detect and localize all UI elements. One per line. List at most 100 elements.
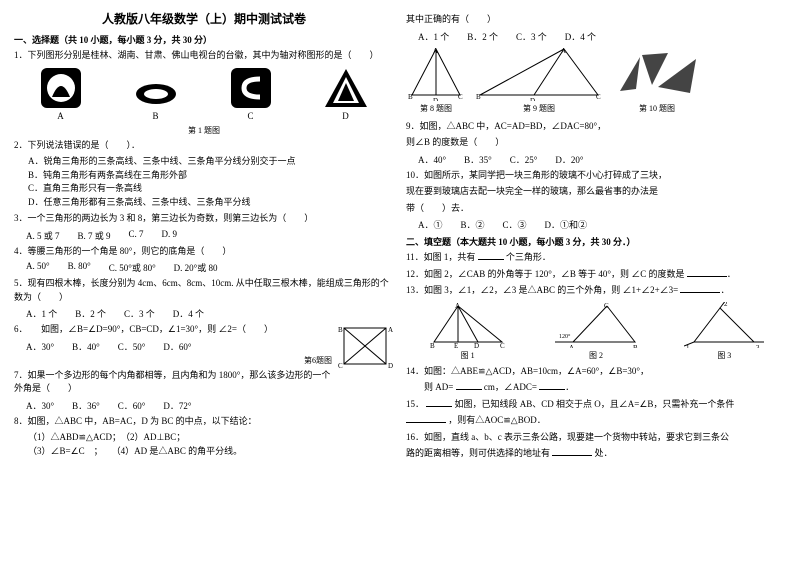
- q6-opts: A．30° B．40° C．50° D．60°: [14, 340, 332, 353]
- q5-c: C．3 个: [124, 307, 155, 320]
- blank-12: [687, 268, 727, 277]
- svg-text:C: C: [500, 342, 505, 348]
- q11-text2: 个三角形．: [506, 252, 551, 262]
- q13-text: 13．如图 3，∠1，∠2，∠3 是△ABC 的三个外角，则 ∠1+∠2+∠3=: [406, 285, 678, 295]
- svg-text:3: 3: [756, 344, 760, 348]
- question-12: 12．如图 2，∠CAB 的外角等于 120°，∠B 等于 40°，则 ∠C 的…: [406, 268, 786, 282]
- cap-q8: 第 8 题图: [420, 103, 452, 114]
- q14c-text: cm，∠ADC=: [484, 382, 537, 392]
- question-10a: 10．如图所示，某同学把一块三角形的玻璃不小心打碎成了三块，: [406, 169, 786, 183]
- q5-d: D．4 个: [173, 307, 204, 320]
- q15b-text: 如图，已知线段 AB、CD 相交于点 O，且∠A=∠B，只需补充一个条件: [455, 399, 735, 409]
- question-1: 1．下列图形分别是桂林、湖南、甘肃、佛山电视台的台徽，其中为轴对称图形的是（ ）: [14, 49, 394, 63]
- svg-text:C: C: [604, 302, 609, 310]
- q6-d: D．60°: [163, 340, 191, 353]
- q7-b: B．36°: [72, 399, 100, 412]
- q7-opts: A．30° B．36° C．60° D．72°: [14, 399, 394, 412]
- q16b-text: 路的距离相等，则可供选择的地址有: [406, 448, 550, 458]
- q7-c: C．60°: [118, 399, 146, 412]
- logo-d-icon: [323, 67, 369, 109]
- svg-text:1: 1: [686, 344, 690, 348]
- svg-text:2: 2: [724, 302, 728, 308]
- opt-a: A: [57, 111, 64, 121]
- cap-q9: 第 9 题图: [523, 103, 555, 114]
- q6-b: B．40°: [72, 340, 100, 353]
- fig1-icon: A BE DC: [428, 302, 508, 348]
- svg-text:A: A: [388, 326, 393, 334]
- q5-opts: A．1 个 B．2 个 C．3 个 D．4 个: [14, 307, 394, 320]
- question-13: 13．如图 3，∠1，∠2，∠3 是△ABC 的三个外角，则 ∠1+∠2+∠3=…: [406, 284, 786, 298]
- q9-triangle-icon: A B D C: [474, 45, 604, 101]
- svg-text:A: A: [561, 47, 566, 55]
- exam-title: 人教版八年级数学（上）期中测试试卷: [14, 10, 394, 27]
- q9-c: C．25°: [510, 153, 538, 166]
- question-15c: ，则有△AOC≌△BOD．: [406, 414, 786, 428]
- cap-f3: 图 3: [717, 350, 731, 361]
- svg-text:D: D: [474, 342, 479, 348]
- q8-line2: （3）∠B=∠C ； （4）AD 是△ABC 的角平分线。: [14, 445, 394, 459]
- question-9b: 则∠B 的度数是（ ）: [406, 136, 786, 150]
- fig2-icon: C A B 120°: [551, 302, 641, 348]
- q5-b: B．2 个: [75, 307, 106, 320]
- q2-opt-a: A．锐角三角形的三条高线、三条中线、三条角平分线分别交于一点: [14, 155, 394, 169]
- q2-opt-b: B．钝角三角形有两条高线在三角形外部: [14, 169, 394, 183]
- opt-b: B: [152, 111, 158, 121]
- cap-q10: 第 10 题图: [639, 103, 675, 114]
- q9-b: B．35°: [464, 153, 492, 166]
- question-10c: 带（ ）去．: [406, 202, 786, 216]
- q10-d: D．①和②: [545, 218, 588, 231]
- q2-opt-d: D．任意三角形都有三条高线、三条中线、三条角平分线: [14, 196, 394, 210]
- blank-16: [552, 447, 592, 456]
- svg-text:C: C: [458, 93, 463, 101]
- blank-14b: [539, 381, 565, 390]
- q12-text: 12．如图 2，∠CAB 的外角等于 120°，∠B 等于 40°，则 ∠C 的…: [406, 269, 684, 279]
- q8c-d: D．4 个: [565, 30, 596, 43]
- blank-14a: [456, 381, 482, 390]
- question-10b: 现在要到玻璃店去配一块完全一样的玻璃，那么最省事的办法是: [406, 185, 786, 199]
- svg-text:B: B: [633, 344, 638, 348]
- q9-opts: A．40° B．35° C．25° D．20°: [406, 153, 786, 166]
- q6-c: C．50°: [118, 340, 146, 353]
- section-1-heading: 一、选择题（共 10 小题，每小题 3 分，共 30 分）: [14, 33, 394, 46]
- q10-glass-icon: [612, 45, 702, 101]
- q2-opt-c: C．直角三角形只有一条高线: [14, 182, 394, 196]
- blank-15b: [406, 414, 446, 423]
- q8-triangle-icon: A B D C: [406, 45, 466, 101]
- logo-a-icon: [40, 67, 82, 109]
- svg-text:120°: 120°: [559, 333, 571, 340]
- section-2-heading: 二、填空题（本大题共 10 小题，每小题 3 分，共 30 分．）: [406, 235, 786, 248]
- q4-c: C. 50°或 80°: [109, 261, 156, 274]
- q4-opts: A. 50° B. 80° C. 50°或 80° D. 20°或 80: [14, 261, 394, 274]
- q7-a: A．30°: [26, 399, 54, 412]
- svg-text:A: A: [433, 47, 438, 55]
- q10-opts: A．① B．② C．③ D．①和②: [406, 218, 786, 231]
- svg-text:A: A: [569, 344, 574, 348]
- question-4: 4．等腰三角形的一个角是 80°，则它的底角是（ ）: [14, 245, 394, 259]
- question-8: 8．如图，△ABC 中，AB=AC，D 为 BC 的中点，以下结论：: [14, 415, 394, 429]
- q15c-text: ，则有△AOC≌△BOD．: [448, 415, 545, 425]
- blank-13: [680, 284, 720, 293]
- q1-logo-row: A B C D: [14, 67, 394, 121]
- question-15: 15． 如图，已知线段 AB、CD 相交于点 O，且∠A=∠B，只需补充一个条件: [406, 398, 786, 412]
- opt-c: C: [247, 111, 253, 121]
- q7-d: D．72°: [163, 399, 191, 412]
- q8c-b: B．2 个: [467, 30, 498, 43]
- q8-continue: 其中正确的有（ ）: [406, 13, 786, 27]
- q16c-text: 处．: [595, 448, 613, 458]
- question-9a: 9．如图，△ABC 中，AC=AD=BD，∠DAC=80°，: [406, 120, 786, 134]
- q3-opts: A. 5 或 7 B. 7 或 9 C. 7 D. 9: [14, 229, 394, 242]
- svg-text:B: B: [430, 342, 435, 348]
- question-14b: 则 AD= cm，∠ADC= ．: [406, 381, 786, 395]
- fig3-icon: 2 1 3: [684, 302, 764, 348]
- q8c-c: C．3 个: [516, 30, 547, 43]
- q4-d: D. 20°或 80: [174, 261, 218, 274]
- q5-a: A．1 个: [26, 307, 57, 320]
- q10-c: C．③: [503, 218, 527, 231]
- q10-b: B．②: [461, 218, 485, 231]
- cap-f1: 图 1: [461, 350, 475, 361]
- question-5: 5．现有四根木棒，长度分别为 4cm、6cm、8cm、10cm. 从中任取三根木…: [14, 277, 394, 304]
- question-2: 2．下列说法错误的是（ ）．: [14, 139, 394, 153]
- q3-c: C. 7: [129, 229, 144, 242]
- q8-opts: A．1 个 B．2 个 C．3 个 D．4 个: [406, 30, 786, 43]
- svg-text:B: B: [476, 93, 481, 101]
